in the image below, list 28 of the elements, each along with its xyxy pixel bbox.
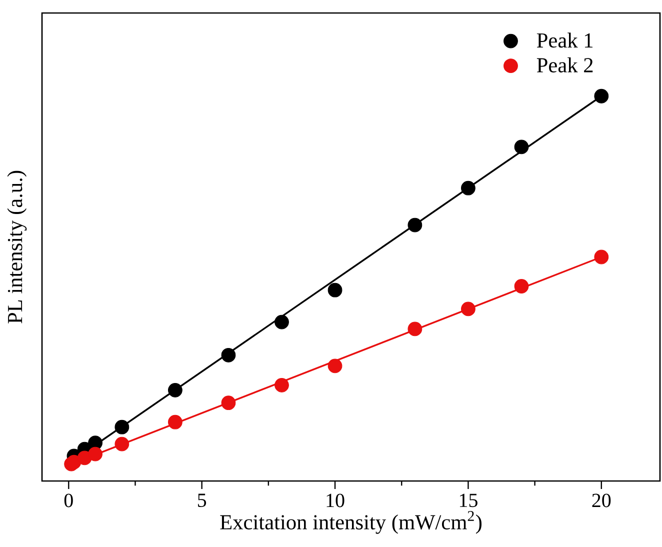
point bbox=[461, 180, 476, 196]
point bbox=[594, 88, 609, 104]
point bbox=[514, 279, 529, 294]
point bbox=[408, 218, 422, 232]
point bbox=[221, 348, 236, 362]
point bbox=[221, 396, 236, 410]
point bbox=[88, 446, 102, 462]
x-tick-label: 0 bbox=[64, 494, 73, 508]
y-axis-title: PL intensity (a.u.) bbox=[7, 170, 27, 324]
point bbox=[114, 420, 130, 434]
point bbox=[594, 250, 609, 264]
x-tick-label: 15 bbox=[460, 494, 478, 508]
x-tick-label: 5 bbox=[198, 494, 206, 507]
point bbox=[461, 302, 476, 316]
legend-label: Peak 2 bbox=[536, 57, 593, 72]
legend-label: Peak 1 bbox=[536, 32, 592, 48]
point bbox=[114, 436, 130, 452]
point bbox=[328, 282, 342, 298]
point bbox=[274, 378, 289, 392]
point bbox=[168, 414, 182, 430]
x-axis-title: Excitation intensity (mW/cm$^{2}$) bbox=[220, 511, 482, 534]
point bbox=[514, 140, 529, 154]
point bbox=[408, 322, 422, 336]
x-tick-label: 20 bbox=[592, 494, 611, 508]
point bbox=[168, 382, 182, 398]
point bbox=[274, 314, 289, 330]
x-tick-label: 10 bbox=[326, 494, 344, 508]
point bbox=[328, 358, 342, 374]
